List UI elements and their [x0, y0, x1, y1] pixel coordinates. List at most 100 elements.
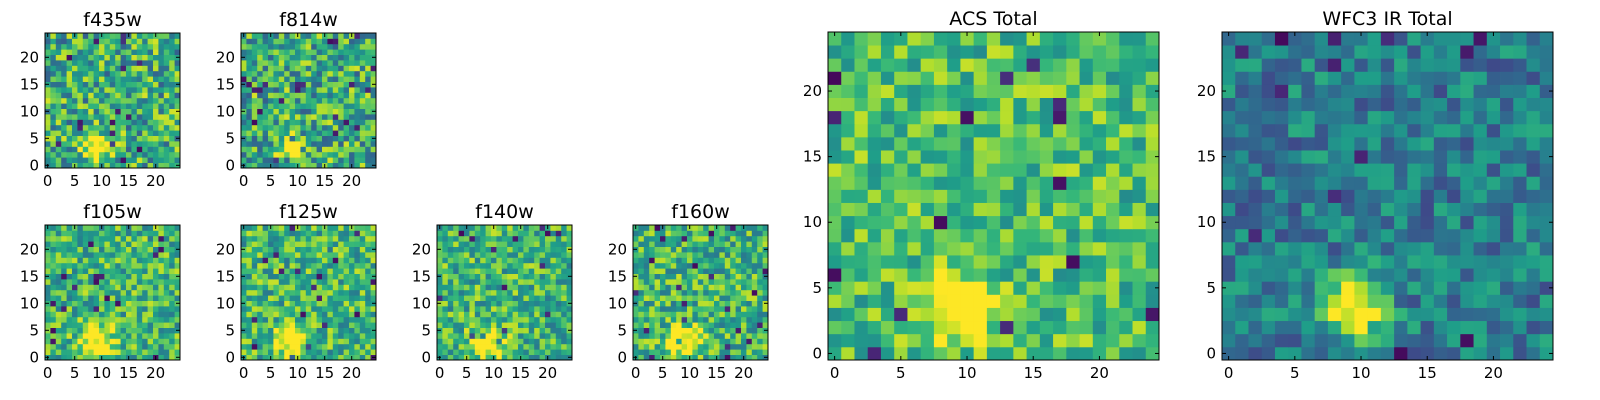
- heatmap-cell: [109, 230, 116, 237]
- heatmap-cell: [300, 97, 307, 104]
- heatmap-cell: [1420, 294, 1435, 308]
- x-tick-label: 5: [70, 364, 80, 382]
- heatmap-cell: [474, 295, 481, 301]
- heatmap-cell: [1013, 163, 1027, 177]
- heatmap-cell: [316, 108, 323, 115]
- heatmap-cell: [534, 284, 540, 291]
- heatmap-cell: [566, 262, 573, 269]
- heatmap-cell: [762, 295, 769, 301]
- heatmap-cell: [284, 33, 290, 39]
- heatmap-cell: [1261, 215, 1276, 230]
- heatmap-cell: [973, 45, 988, 59]
- heatmap-cell: [920, 307, 935, 322]
- heatmap-cell: [534, 252, 540, 258]
- heatmap-cell: [72, 327, 78, 334]
- heatmap-cell: [359, 235, 366, 242]
- heatmap-cell: [920, 333, 935, 348]
- heatmap-cell: [986, 189, 1001, 203]
- heatmap-cell: [169, 268, 175, 274]
- heatmap-cell: [153, 257, 159, 264]
- heatmap-cell: [246, 54, 253, 61]
- heatmap-cell: [126, 141, 132, 147]
- heatmap-cell: [284, 343, 290, 350]
- heatmap-cell: [458, 354, 465, 361]
- heatmap-cell: [99, 135, 105, 142]
- heatmap-cell: [370, 70, 377, 77]
- heatmap-cell: [284, 333, 290, 339]
- heatmap-cell: [480, 252, 486, 258]
- heatmap-cell: [447, 354, 454, 361]
- heatmap-cell: [126, 252, 132, 258]
- heatmap-cell: [670, 279, 677, 285]
- heatmap-cell: [708, 257, 715, 264]
- heatmap-cell: [437, 349, 443, 355]
- heatmap-cell: [1367, 241, 1382, 256]
- heatmap-cell: [278, 33, 285, 39]
- heatmap-cell: [1026, 268, 1041, 282]
- heatmap-cell: [643, 333, 650, 339]
- heatmap-cell: [708, 252, 715, 258]
- heatmap-cell: [169, 279, 175, 285]
- heatmap-cell: [1235, 320, 1249, 335]
- heatmap-cell: [1222, 215, 1236, 230]
- heatmap-cell: [305, 273, 312, 280]
- heatmap-cell: [442, 311, 449, 318]
- heatmap-cell: [241, 114, 247, 120]
- heatmap-cell: [158, 252, 165, 258]
- heatmap-cell: [523, 268, 530, 274]
- heatmap-cell: [1513, 255, 1527, 269]
- heatmap-cell: [545, 343, 551, 350]
- heatmap-cell: [741, 306, 747, 312]
- heatmap-cell: [257, 151, 263, 158]
- heatmap-cell: [442, 316, 449, 323]
- heatmap-cell: [485, 252, 492, 258]
- heatmap-cell: [469, 268, 476, 274]
- heatmap-cell: [300, 87, 307, 93]
- heatmap-cell: [523, 273, 530, 280]
- heatmap-cell: [273, 257, 280, 264]
- heatmap-cell: [147, 235, 154, 242]
- heatmap-cell: [1526, 189, 1541, 203]
- heatmap-cell: [757, 268, 763, 274]
- heatmap-cell: [1380, 150, 1395, 164]
- heatmap-cell: [1013, 215, 1027, 230]
- heatmap-cell: [268, 338, 274, 345]
- heatmap-cell: [109, 316, 116, 323]
- heatmap-cell: [485, 354, 492, 361]
- heatmap-cell: [131, 162, 138, 169]
- heatmap-cell: [136, 151, 143, 158]
- heatmap-cell: [327, 119, 334, 126]
- heatmap-cell: [960, 241, 975, 256]
- heatmap-cell: [933, 84, 948, 98]
- heatmap-cell: [278, 76, 285, 82]
- heatmap-cell: [273, 225, 280, 231]
- heatmap-cell: [45, 235, 51, 242]
- heatmap-cell: [142, 141, 148, 147]
- heatmap-cell: [681, 268, 688, 274]
- heatmap-cell: [751, 327, 758, 334]
- heatmap-cell: [289, 273, 296, 280]
- heatmap-cell: [354, 76, 361, 82]
- heatmap-cell: [370, 97, 377, 104]
- heatmap-cell: [109, 284, 116, 291]
- heatmap-cell: [469, 300, 476, 307]
- heatmap-cell: [354, 284, 361, 291]
- heatmap-cell: [687, 246, 693, 253]
- heatmap-cell: [359, 289, 366, 296]
- heatmap-cell: [1000, 163, 1014, 177]
- heatmap-cell: [284, 322, 290, 328]
- heatmap-cell: [370, 114, 377, 120]
- heatmap-cell: [338, 338, 344, 345]
- heatmap-cell: [82, 273, 89, 280]
- heatmap-cell: [241, 241, 247, 247]
- heatmap-cell: [960, 150, 975, 164]
- heatmap-cell: [1380, 333, 1395, 348]
- heatmap-cell: [841, 255, 855, 269]
- heatmap-cell: [633, 295, 639, 301]
- heatmap-cell: [251, 354, 258, 361]
- heatmap-cell: [1092, 202, 1107, 217]
- heatmap-cell: [45, 103, 51, 109]
- heatmap-cell: [1145, 97, 1160, 112]
- heatmap-cell: [741, 322, 747, 328]
- heatmap-cell: [442, 230, 449, 237]
